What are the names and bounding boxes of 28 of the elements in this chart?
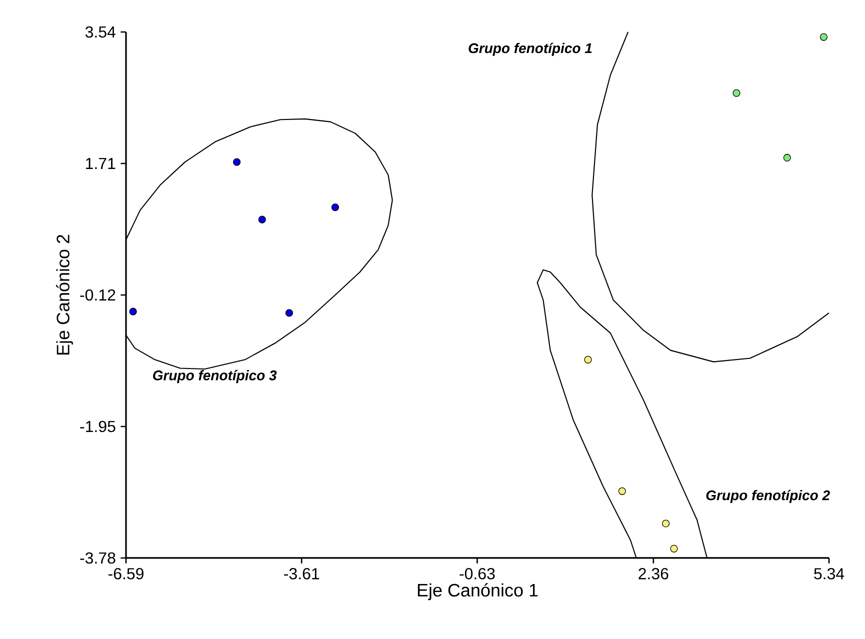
annotation: Grupo fenotípico 1 — [468, 42, 592, 56]
x-axis-title: Eje Canónico 1 — [418, 583, 538, 600]
point — [232, 158, 241, 166]
y-tick-label: 1.71 — [86, 158, 116, 169]
annotation: Grupo fenotípico 2 — [706, 490, 830, 504]
x-tick-label: -6.59 — [108, 568, 144, 580]
line-series — [592, 31, 830, 362]
point — [258, 216, 266, 224]
point — [618, 487, 626, 495]
x-tick-label: 2.36 — [638, 568, 668, 580]
y-tick-label: -1.95 — [80, 420, 116, 432]
point — [732, 89, 740, 97]
y-tick-label: -0.12 — [80, 289, 116, 301]
point — [331, 204, 339, 212]
point — [129, 308, 137, 316]
point — [670, 544, 678, 552]
y-tick-label: 3.54 — [85, 26, 116, 38]
point — [662, 520, 670, 528]
y-axis-title: Eje Canónico 2 — [56, 234, 74, 355]
point — [783, 154, 791, 162]
x-tick-label: -0.63 — [460, 568, 495, 580]
point — [285, 309, 294, 317]
point — [820, 33, 828, 41]
annotation: Grupo fenotípico 3 — [153, 370, 277, 384]
point — [584, 356, 592, 364]
y-tick-label: -3.78 — [80, 552, 116, 564]
x-tick-label: -3.61 — [284, 568, 320, 580]
x-tick-label: 5.34 — [814, 568, 844, 580]
